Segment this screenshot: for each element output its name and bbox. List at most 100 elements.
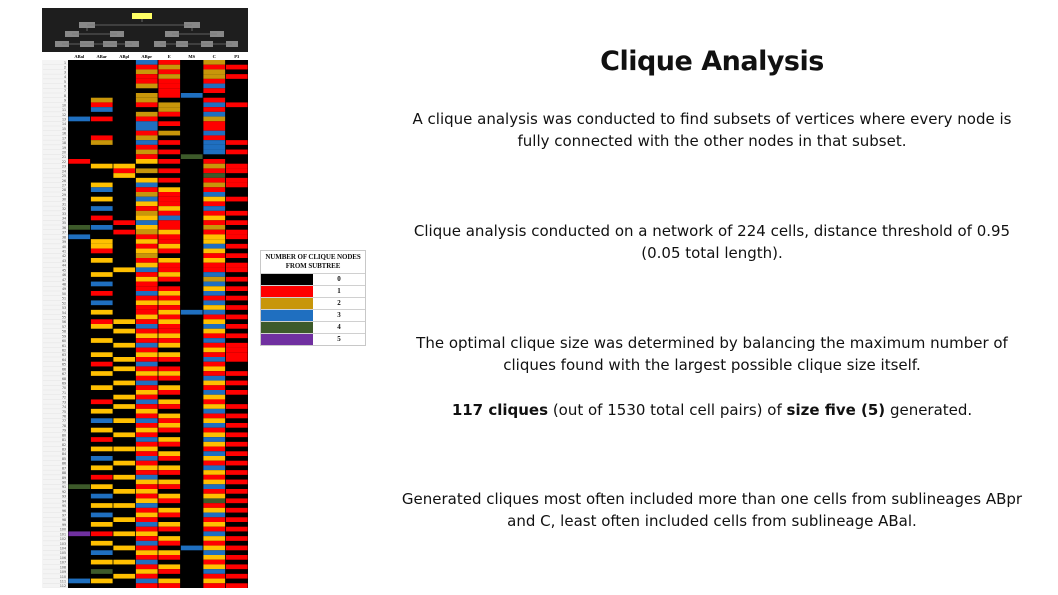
heatmap-cell-r91-ABpr [135,484,158,489]
legend-swatch-2 [261,298,313,309]
heatmap-cell-r42-ABpr [135,253,158,258]
heatmap-cell-r67-ABar [90,371,113,376]
heatmap-cell-r56-C [203,319,226,324]
heatmap-cell-r7-E [158,88,181,93]
heatmap-cell-r10-ABpr [135,102,158,108]
heatmap-cell-r81-ABpr [135,437,158,442]
heatmap-cell-r90-P3 [225,479,248,485]
heatmap-cell-r63-ABpr [135,352,158,357]
heatmap-cell-r109-E [158,569,181,574]
row-label-23: 23 [62,165,66,169]
heatmap-cell-r57-ABar [90,324,113,329]
row-label-86: 86 [62,462,66,466]
row-label-82: 82 [62,443,66,447]
row-label-31: 31 [62,202,66,206]
heatmap-cell-r103-C [203,540,226,546]
heatmap-cell-r89-ABar [90,474,113,480]
heatmap-cell-r58-ABpl [113,328,136,334]
row-label-21: 21 [62,155,66,159]
row-label-105: 105 [60,551,66,555]
heatmap-cell-r28-E [158,187,181,192]
heatmap-cell-r62-P3 [225,347,248,353]
heatmap-cell-r100-ABpr [135,526,158,532]
heatmap-cell-r46-C [203,272,226,277]
row-label-36: 36 [62,226,66,230]
heatmap-cell-r81-E [158,437,181,442]
heatmap-cell-r52-E [158,300,181,306]
heatmap-cell-r47-ABpr [135,276,158,282]
heatmap-cell-r33-E [158,210,181,216]
heatmap-cell-r59-E [158,333,181,339]
heatmap-cell-r72-ABpl [113,394,136,400]
heatmap-cell-r55-C [203,314,226,320]
heatmap-cell-r96-P3 [225,507,248,513]
heatmap-cell-r55-ABpr [135,314,158,320]
heatmap-cell-r110-P3 [225,573,248,579]
heatmap-cell-r24-E [158,168,181,174]
heatmap-cell-r61-C [203,342,226,348]
heatmap-cell-r97-ABar [90,512,113,518]
heatmap-cell-r103-ABar [90,540,113,546]
heatmap-cell-r98-ABpr [135,517,158,522]
row-label-51: 51 [62,297,66,301]
heatmap-cell-r44-E [158,262,181,268]
heatmap-cell-r76-ABpr [135,413,158,419]
heatmap-cell-r105-ABar [90,550,113,555]
heatmap-cell-r78-E [158,423,181,428]
heatmap-cell-r67-ABpr [135,371,158,376]
row-label-64: 64 [62,358,66,362]
row-label-28: 28 [62,188,66,192]
heatmap-cell-r104-C [203,545,226,551]
heatmap-cell-r26-C [203,177,226,183]
heatmap-cell-r28-C [203,187,226,192]
row-label-55: 55 [62,315,66,319]
heatmap-cell-r40-E [158,243,181,249]
heatmap-cell-r60-E [158,338,181,343]
heatmap-cell-r73-ABar [90,399,113,405]
heatmap-cell-r107-ABpl [113,559,136,565]
heatmap-cell-r49-P3 [225,286,248,291]
heatmap-cell-r61-P3 [225,342,248,348]
heatmap-cell-r46-E [158,272,181,277]
heatmap-cell-r63-C [203,352,226,357]
heatmap-cell-r105-C [203,550,226,555]
heatmap-cell-r47-E [158,276,181,282]
heatmap-cell-r35-E [158,220,181,225]
heatmap-cell-r10-ABar [90,102,113,108]
row-label-58: 58 [62,330,66,334]
heatmap-cell-r26-ABpr [135,177,158,183]
heatmap-cell-r67-C [203,371,226,376]
row-label-16: 16 [62,132,66,136]
column-label-ABpl: ABpl [119,54,130,59]
row-label-76: 76 [62,414,66,418]
heatmap-cell-r28-ABpr [135,187,158,192]
heatmap-cell-r74-ABpl [113,404,136,409]
legend-label-4: 4 [337,323,341,331]
legend-row-4: 4 [261,321,365,333]
heatmap-cell-r96-C [203,507,226,513]
row-label-60: 60 [62,339,66,343]
heatmap-cell-r54-C [203,309,226,315]
heatmap-cell-r90-E [158,479,181,485]
heatmap-cell-r69-ABpl [113,380,136,386]
heatmap-cell-r38-ABpr [135,234,158,240]
heatmap-cell-r97-E [158,512,181,518]
heatmap-cell-r32-ABar [90,206,113,211]
heatmap-cell-r3-E [158,69,181,75]
heatmap-cell-r71-ABpr [135,390,158,395]
row-label-8: 8 [64,94,66,98]
heatmap-cell-r95-ABar [90,503,113,508]
heatmap-cell-r40-ABpr [135,243,158,249]
heatmap-cell-r24-ABpl [113,168,136,174]
heatmap-cell-r17-ABar [90,135,113,141]
heatmap-cell-r23-ABpl [113,163,136,169]
dendrogram-links [62,19,232,45]
row-label-38: 38 [62,235,66,239]
heatmap-cell-r55-P3 [225,314,248,320]
heatmap-cell-r106-E [158,555,181,560]
row-label-100: 100 [60,528,66,532]
heatmap-cell-r79-E [158,427,181,433]
heatmap-cell-r18-P3 [225,140,248,145]
heatmap-cell-r89-ABpl [113,474,136,480]
heatmap-cell-r61-E [158,342,181,348]
